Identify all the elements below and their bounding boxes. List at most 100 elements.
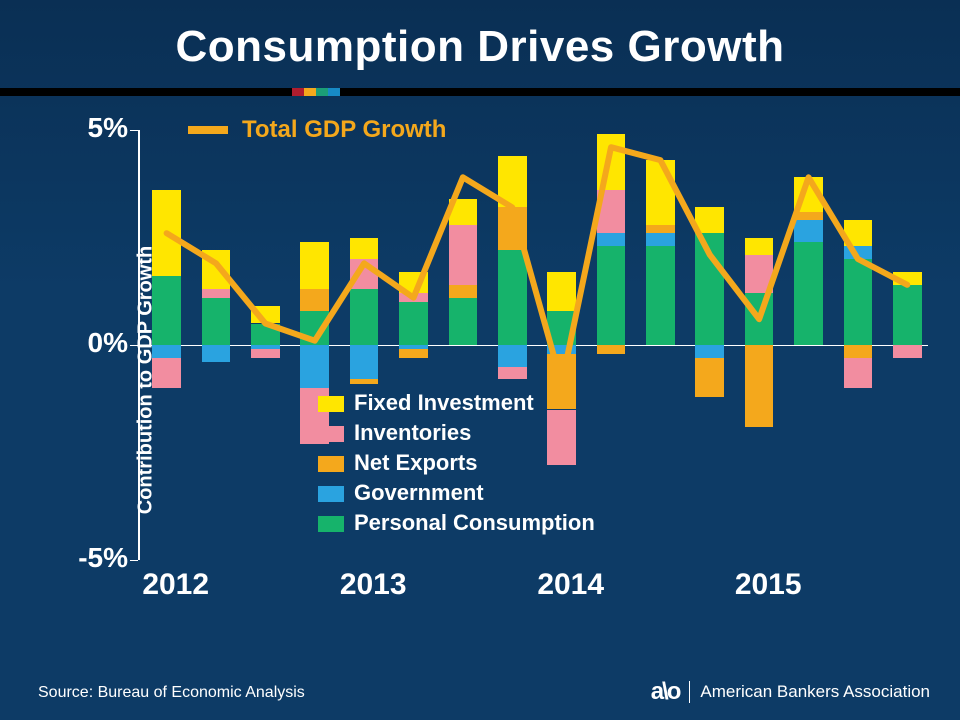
y-tick-label: 5% [58, 112, 128, 144]
legend-swatch [318, 426, 344, 442]
bar-segment [498, 250, 527, 345]
bar-segment [745, 238, 774, 255]
bar-segment [597, 134, 626, 190]
total-gdp-legend: Total GDP Growth [188, 116, 446, 144]
total-gdp-legend-label: Total GDP Growth [242, 116, 446, 144]
bar-segment [300, 311, 329, 345]
bar-segment [251, 306, 280, 323]
bar-segment [844, 246, 873, 259]
y-tick-label: -5% [58, 542, 128, 574]
bar-segment [597, 246, 626, 345]
legend-label: Personal Consumption [354, 510, 595, 535]
bar-segment [498, 207, 527, 250]
bar-segment [794, 220, 823, 242]
bar-segment [300, 289, 329, 311]
bar-segment [794, 242, 823, 345]
bar-segment [350, 238, 379, 260]
bar-segment [597, 233, 626, 246]
x-tick-label: 2013 [340, 568, 407, 602]
bar-segment [844, 345, 873, 358]
bar-segment [350, 345, 379, 379]
bar-segment [202, 298, 231, 345]
bar-segment [152, 276, 181, 345]
bar-segment [794, 212, 823, 221]
bar-segment [300, 242, 329, 289]
source-text: Source: Bureau of Economic Analysis [38, 684, 305, 702]
logo-icon: a\o [651, 678, 680, 706]
bar-segment [399, 272, 428, 294]
bar-segment [695, 358, 724, 397]
legend-item: Net Exports [318, 450, 595, 476]
bar-segment [251, 324, 280, 346]
bar-segment [893, 345, 922, 358]
legend-swatch [318, 456, 344, 472]
bar-segment [498, 345, 527, 367]
legend-item: Fixed Investment [318, 390, 595, 416]
bar-segment [745, 345, 774, 427]
bar-segment [152, 345, 181, 358]
accent-bar [0, 88, 960, 96]
chart: Contribution to GDP Growth 2012201320142… [0, 100, 960, 660]
branding: a\o American Bankers Association [651, 678, 930, 706]
bar-segment [646, 246, 675, 345]
bar-segment [844, 220, 873, 246]
legend-label: Government [354, 480, 484, 505]
x-tick-label: 2014 [537, 568, 604, 602]
accent-swatches [292, 88, 340, 96]
bar-segment [745, 293, 774, 345]
bar-segment [498, 156, 527, 208]
bar-segment [449, 285, 478, 298]
legend-label: Net Exports [354, 450, 477, 475]
bar-segment [893, 272, 922, 285]
legend-swatch [318, 396, 344, 412]
legend-swatch [318, 486, 344, 502]
bar-segment [350, 379, 379, 383]
bar-segment [152, 190, 181, 276]
legend-label: Fixed Investment [354, 390, 534, 415]
bar-segment [449, 298, 478, 345]
slide: Consumption Drives Growth Contribution t… [0, 0, 960, 720]
legend-swatch [318, 516, 344, 532]
bar-segment [300, 345, 329, 388]
bar-segment [646, 233, 675, 246]
legend-item: Personal Consumption [318, 510, 595, 536]
series-legend: Fixed Investment Inventories Net Exports Go… [318, 390, 595, 540]
bar-segment [350, 289, 379, 345]
bar-segment [695, 233, 724, 345]
bar-segment [695, 345, 724, 358]
bar-segment [597, 190, 626, 233]
bar-segment [449, 199, 478, 225]
bar-segment [547, 311, 576, 345]
total-gdp-swatch [188, 126, 228, 134]
bar-segment [449, 225, 478, 285]
bar-segment [844, 259, 873, 345]
bar-segment [646, 225, 675, 234]
bar-segment [399, 293, 428, 302]
bar-segment [547, 345, 576, 354]
bar-segment [399, 302, 428, 345]
bar-segment [893, 285, 922, 345]
bar-segment [646, 160, 675, 225]
legend-label: Inventories [354, 420, 471, 445]
bar-segment [251, 349, 280, 358]
bar-segment [152, 358, 181, 388]
legend-item: Inventories [318, 420, 595, 446]
bar-segment [202, 345, 231, 362]
branding-divider [689, 681, 690, 703]
bar-segment [547, 272, 576, 311]
bar-segment [695, 207, 724, 233]
bar-segment [399, 349, 428, 358]
x-tick-label: 2012 [142, 568, 209, 602]
x-tick-label: 2015 [735, 568, 802, 602]
bar-segment [498, 367, 527, 380]
bar-segment [794, 177, 823, 211]
bar-segment [350, 259, 379, 289]
bar-segment [597, 345, 626, 354]
bar-segment [202, 250, 231, 289]
branding-text: American Bankers Association [700, 682, 930, 702]
y-tick-label: 0% [58, 327, 128, 359]
legend-item: Government [318, 480, 595, 506]
bar-segment [202, 289, 231, 298]
bar-segment [745, 255, 774, 294]
slide-title: Consumption Drives Growth [0, 22, 960, 72]
